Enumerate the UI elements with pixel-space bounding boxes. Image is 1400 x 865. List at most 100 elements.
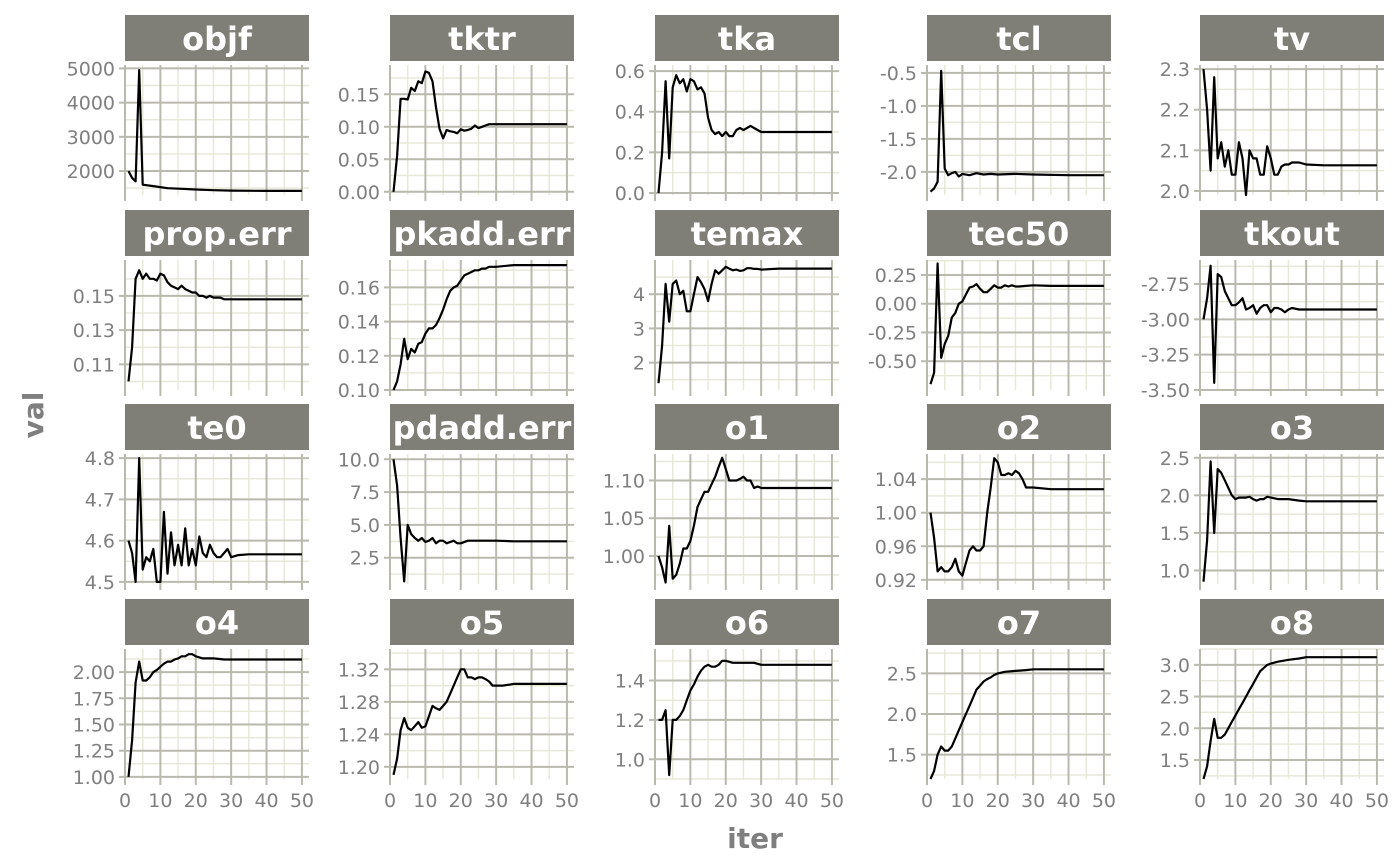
y-tick-label: 1.4 (615, 671, 645, 693)
series-line-tv (1202, 69, 1377, 197)
panel-temax: 2 3 4 temax (633, 210, 839, 396)
y-tick-label: 0.96 (875, 536, 917, 558)
y-tick-label: 0.6 (615, 61, 645, 83)
y-tick-label: 1.24 (338, 724, 380, 746)
strip-o3 (1200, 404, 1384, 450)
strip-te0 (125, 404, 309, 450)
strip-tka (655, 15, 839, 61)
strip-label-tv: tv (1274, 20, 1310, 58)
strip-o8 (1200, 599, 1384, 645)
y-tick-label: 1.75 (73, 688, 115, 710)
y-tick-label: 4.6 (85, 531, 115, 553)
series-line-o2 (929, 457, 1104, 577)
y-tick-label: -2.0 (880, 162, 917, 184)
y-tick-label: 0.12 (338, 346, 380, 368)
strip-objf (125, 15, 309, 61)
y-tick-label: 2000 (67, 161, 115, 183)
y-tick-label: 4 (633, 284, 645, 306)
strip-label-pdadd-err: pdadd.err (393, 409, 572, 447)
y-tick-label: 0.00 (875, 294, 917, 316)
y-tick-label: 2.0 (1160, 181, 1190, 203)
y-tick-label: 0.25 (875, 265, 917, 287)
series-line-objf (127, 68, 302, 192)
y-tick-label: 0.15 (73, 286, 115, 308)
x-tick-label: 30 (484, 790, 508, 812)
y-tick-label: 0.92 (875, 570, 917, 592)
x-tick-label: 30 (1294, 790, 1318, 812)
y-axis-title: val (17, 392, 50, 439)
x-tick-label: 10 (1223, 790, 1247, 812)
x-tick-label: 40 (254, 790, 278, 812)
y-tick-label: 1.5 (1160, 523, 1190, 545)
y-tick-label: 4000 (67, 93, 115, 115)
series-line-o6 (658, 659, 832, 777)
y-tick-label: 4.7 (85, 489, 115, 511)
y-tick-label: 0.2 (615, 142, 645, 164)
y-tick-label: 2.5 (1160, 687, 1190, 709)
y-tick-label: 2.5 (1160, 448, 1190, 470)
panel-o2: 0.92 0.96 1.00 1.04 o2 (875, 404, 1111, 592)
panel-o4: 0 10 20 30 40 50 1.00 1.25 1.50 1.75 2.00 o4 (73, 599, 314, 812)
panel-o3: 1.0 1.5 2.0 2.5 o3 (1160, 404, 1384, 590)
panel-o7: 0 10 20 30 40 50 1.5 2.0 2.5 o7 (887, 599, 1116, 812)
y-tick-label: 2.2 (1160, 100, 1190, 122)
strip-label-o1: o1 (725, 409, 769, 447)
y-tick-label: 0.14 (338, 312, 380, 334)
y-tick-label: 1.5 (887, 745, 917, 767)
y-tick-label: -0.5 (880, 63, 917, 85)
strip-label-o7: o7 (997, 604, 1041, 642)
y-tick-label: 0.10 (338, 117, 380, 139)
series-line-o5 (392, 668, 567, 776)
y-tick-label: 2.0 (887, 704, 917, 726)
y-tick-label: 1.00 (875, 503, 917, 525)
y-tick-label: 2 (633, 353, 645, 375)
strip-label-o2: o2 (997, 409, 1041, 447)
panel-o5: 0 10 20 30 40 50 1.20 1.24 1.28 1.32 o5 (338, 599, 579, 812)
strip-tec50 (927, 210, 1111, 256)
series-line-temax (657, 265, 832, 384)
y-tick-label: -1.0 (880, 96, 917, 118)
strip-label-o3: o3 (1270, 409, 1314, 447)
x-tick-label: 10 (413, 790, 437, 812)
series-line-te0 (127, 457, 302, 584)
strip-tv (1200, 15, 1384, 61)
y-tick-label: 0.10 (338, 380, 380, 402)
panel-tkout: -3.50 -3.25 -3.00 -2.75 tkout (1141, 210, 1384, 402)
panel-te0: 4.5 4.6 4.7 4.8 te0 (85, 404, 309, 594)
y-tick-label: -3.00 (1141, 309, 1190, 331)
strip-label-o5: o5 (460, 604, 504, 642)
panel-o8: 0 10 20 30 40 50 1.5 2.0 2.5 3.0 o8 (1160, 599, 1389, 812)
x-tick-label: 20 (1259, 790, 1283, 812)
panel-o6: 0 10 20 30 40 50 1.0 1.2 1.4 o6 (615, 599, 844, 812)
y-tick-label: 0.0 (615, 183, 645, 205)
facet-panels: 2000300040005000objf0.000.050.100.15tktr… (67, 15, 1389, 812)
x-tick-label: 40 (1056, 790, 1080, 812)
x-tick-label: 30 (1021, 790, 1045, 812)
series-line-tka (657, 74, 832, 194)
y-tick-label: 0.16 (338, 277, 380, 299)
panel-pkadd-err: 0.10 0.12 0.14 0.16 pkadd.err (338, 210, 574, 402)
strip-label-objf: objf (182, 20, 253, 58)
x-tick-label: 30 (749, 790, 773, 812)
x-tick-label: 20 (986, 790, 1010, 812)
y-tick-label: 2.00 (73, 662, 115, 684)
strip-temax (655, 210, 839, 256)
panel-prop-err: 0.11 0.13 0.15 prop.err (73, 210, 309, 396)
y-tick-label: 4.5 (85, 572, 115, 594)
panel-o1: 1.00 1.05 1.10 o1 (603, 404, 839, 590)
y-tick-label: 0.00 (338, 182, 380, 204)
y-tick-label: 1.04 (875, 469, 917, 491)
y-tick-label: -3.25 (1141, 345, 1190, 367)
x-axis-title: iter (727, 822, 783, 855)
y-tick-label: 1.28 (338, 692, 380, 714)
strip-prop-err (125, 210, 309, 256)
y-tick-label: -3.50 (1141, 380, 1190, 402)
x-tick-label: 50 (555, 790, 579, 812)
y-tick-label: 0.05 (338, 149, 380, 171)
y-tick-label: 0.13 (73, 320, 115, 342)
y-tick-label: 1.0 (1160, 560, 1190, 582)
strip-o5 (390, 599, 574, 645)
y-tick-label: 3.0 (1160, 655, 1190, 677)
y-tick-label: 2.5 (887, 663, 917, 685)
